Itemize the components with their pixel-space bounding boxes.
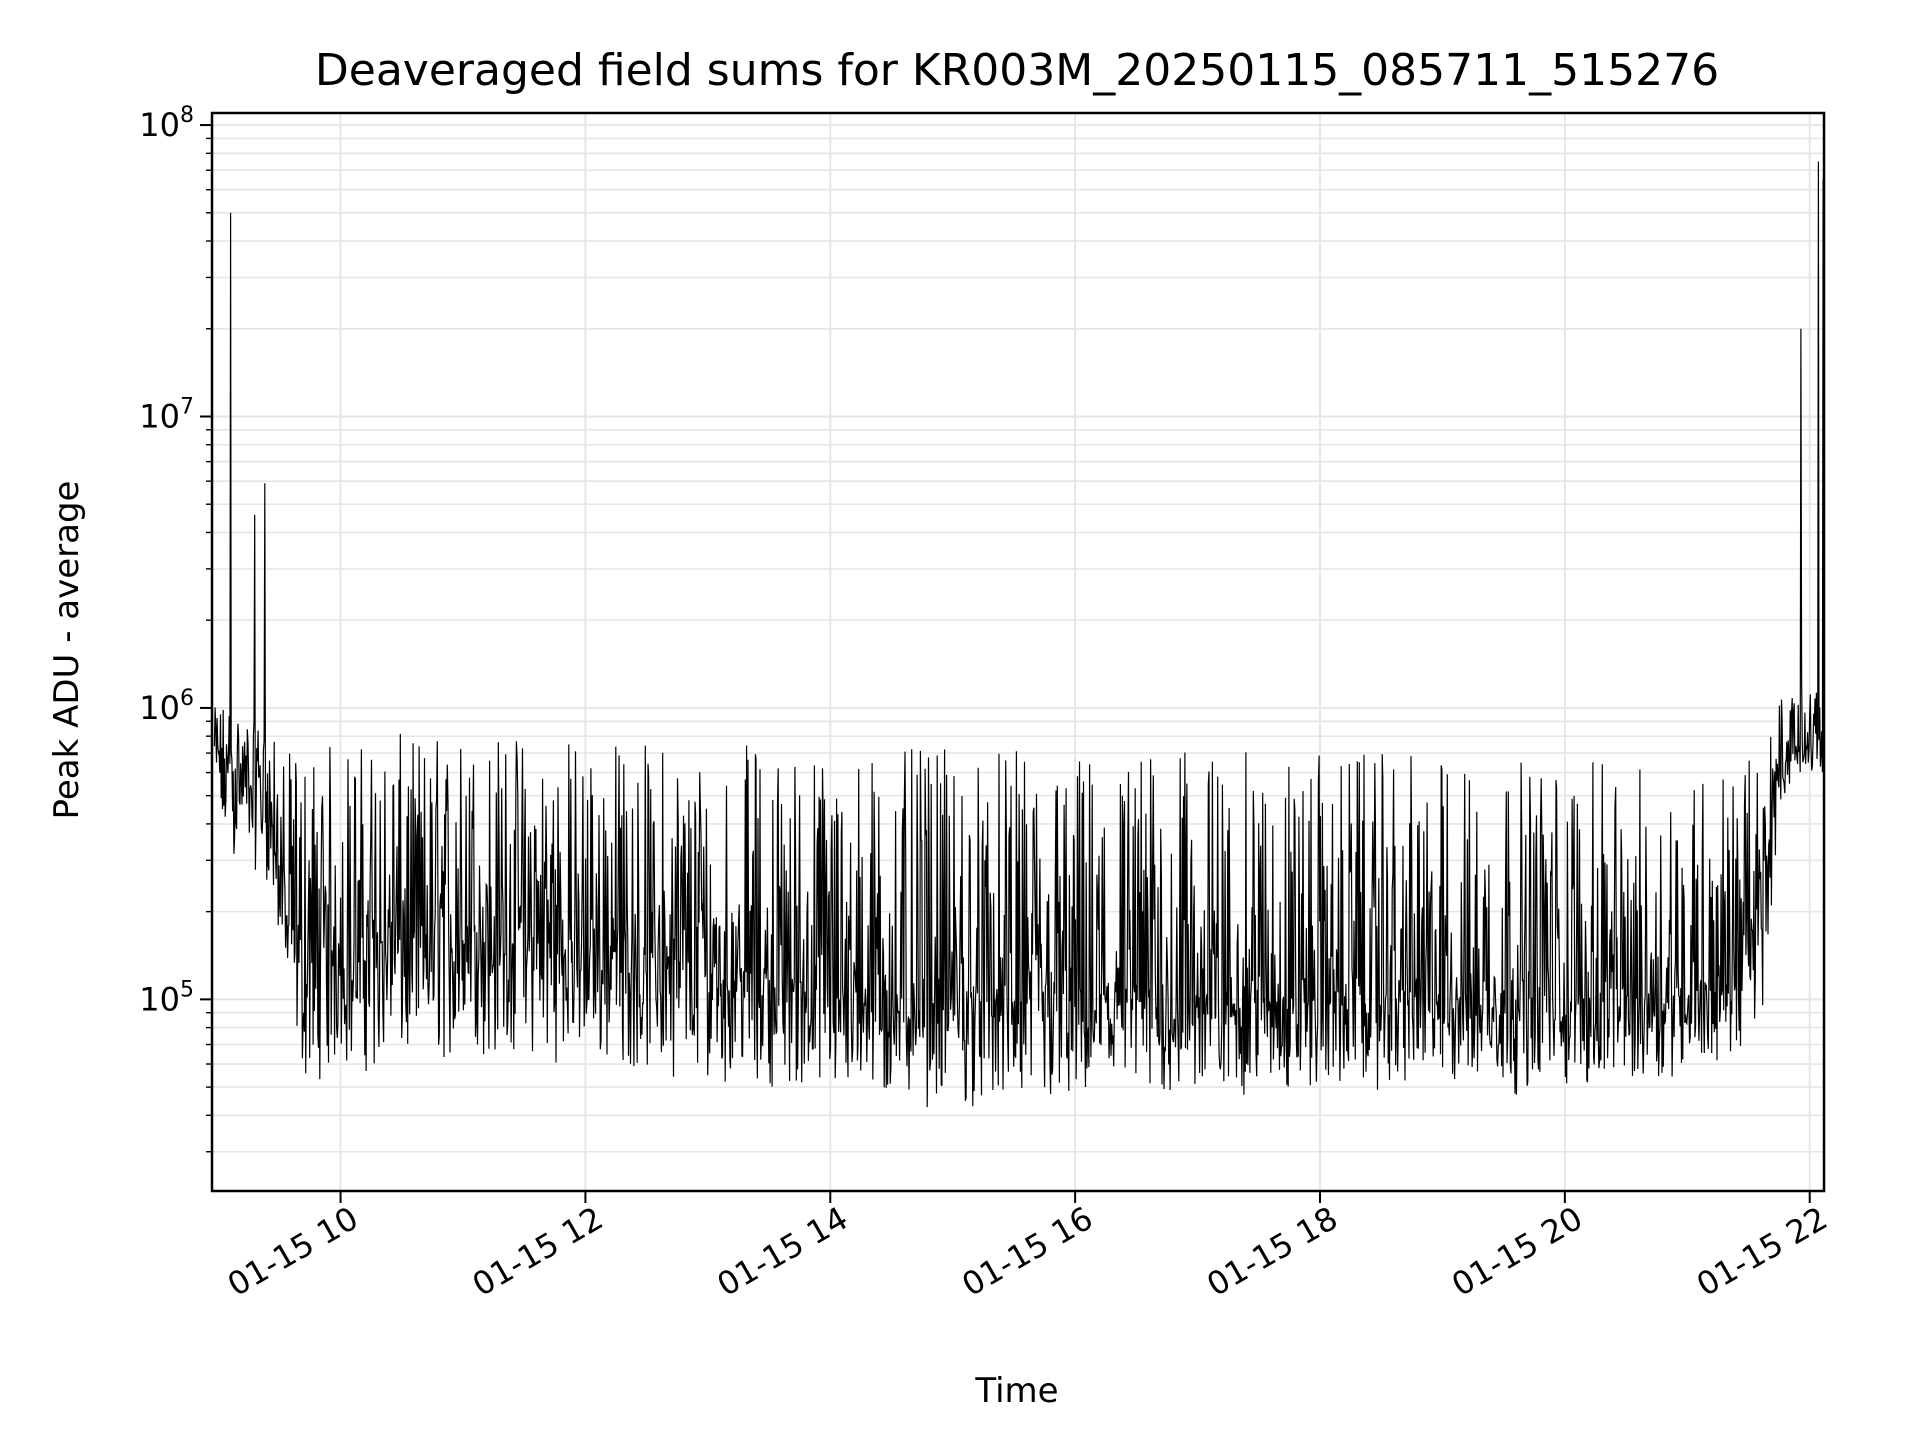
x-tick-label: 01-15 14 <box>711 1199 855 1304</box>
y-tick-label: 106 <box>139 686 194 727</box>
x-axis-label: Time <box>974 1371 1058 1411</box>
x-tick-label: 01-15 18 <box>1200 1199 1344 1304</box>
x-tick-label: 01-15 10 <box>221 1199 365 1304</box>
x-tick-label: 01-15 12 <box>466 1199 610 1304</box>
x-tick-label: 01-15 22 <box>1690 1199 1834 1304</box>
series-line <box>213 161 1825 1108</box>
x-tick-label: 01-15 16 <box>956 1199 1100 1304</box>
chart-title: Deaveraged field sums for KR003M_2025011… <box>315 45 1719 96</box>
y-tick-label: 108 <box>139 103 194 144</box>
x-tick-label: 01-15 20 <box>1445 1199 1589 1304</box>
axis-ticks: 01-15 10 01-15 12 01-15 14 01-15 16 01-15 18… <box>139 103 1833 1304</box>
plot-frame <box>210 111 1826 1193</box>
y-tick-label: 105 <box>139 977 194 1018</box>
y-axis-label: Peak ADU - average <box>47 481 87 820</box>
data-line-layer <box>213 161 1825 1108</box>
y-tick-label: 107 <box>139 394 194 435</box>
